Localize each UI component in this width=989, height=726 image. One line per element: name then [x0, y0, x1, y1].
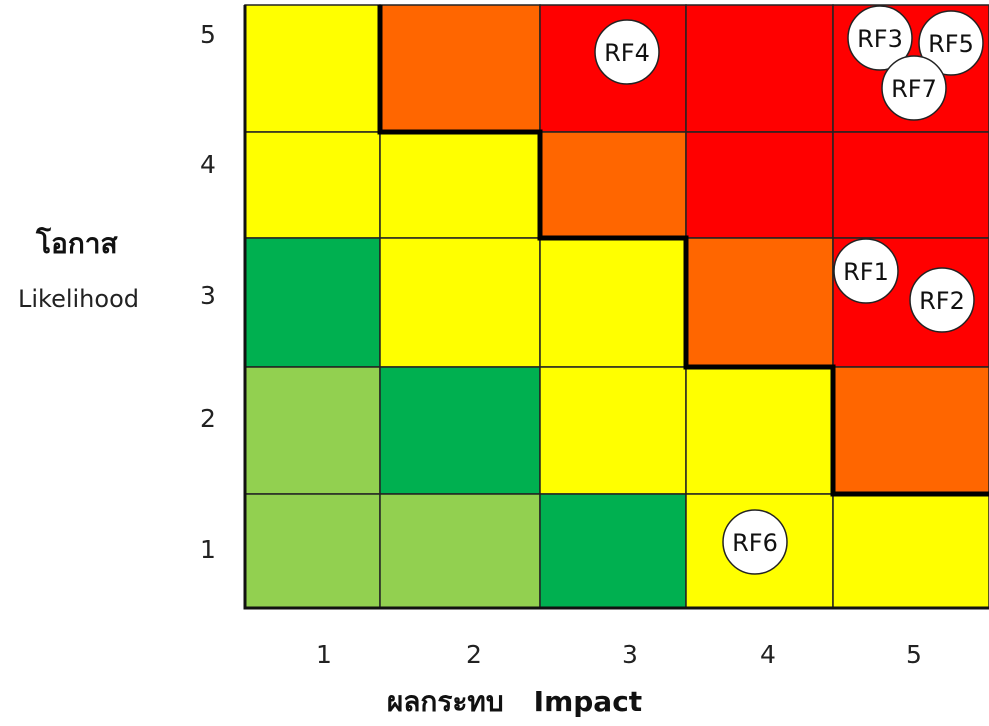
- risk-marker-rf3: RF3: [847, 5, 913, 71]
- matrix-cell-impact-5-likelihood-2: [832, 366, 989, 495]
- risk-marker-rf6: RF6: [722, 509, 788, 575]
- risk-threshold-boundary: [377, 5, 989, 497]
- risk-marker-rf1: RF1: [833, 238, 899, 304]
- matrix-cell-impact-2-likelihood-3: [379, 237, 541, 368]
- matrix-cell-impact-1-likelihood-5: [244, 4, 381, 133]
- risk-marker-label: RF2: [919, 287, 965, 315]
- risk-marker-rf4: RF4: [594, 19, 660, 85]
- matrix-cell-impact-4-likelihood-3: [685, 237, 834, 368]
- matrix-cell-impact-1-likelihood-2: [244, 366, 381, 495]
- matrix-axis-lines: [243, 5, 989, 610]
- matrix-cell-impact-4-likelihood-4: [685, 131, 834, 239]
- x-tick-2: 2: [466, 640, 482, 669]
- risk-marker-label: RF3: [857, 25, 903, 53]
- matrix-cell-impact-3-likelihood-3: [539, 237, 687, 368]
- matrix-cell-impact-3-likelihood-4: [539, 131, 687, 239]
- matrix-cell-impact-5-likelihood-1: [832, 493, 989, 609]
- risk-marker-rf2: RF2: [909, 267, 975, 333]
- matrix-cell-impact-4-likelihood-5: [685, 4, 834, 133]
- x-tick-1: 1: [316, 640, 332, 669]
- risk-marker-label: RF5: [928, 30, 974, 58]
- risk-marker-circle: [722, 509, 788, 575]
- risk-marker-label: RF6: [732, 529, 778, 557]
- risk-marker-rf5: RF5: [918, 10, 984, 76]
- x-tick-5: 5: [906, 640, 922, 669]
- risk-marker-circle: [881, 55, 947, 121]
- matrix-cell-impact-2-likelihood-1: [379, 493, 541, 609]
- matrix-cell-impact-4-likelihood-2: [685, 366, 834, 495]
- matrix-cell-impact-5-likelihood-4: [832, 131, 989, 239]
- y-tick-3: 3: [200, 281, 216, 310]
- risk-marker-circle: [909, 267, 975, 333]
- y-tick-5: 5: [200, 20, 216, 49]
- x-tick-3: 3: [622, 640, 638, 669]
- risk-marker-label: RF7: [891, 75, 937, 103]
- x-axis-title-thai: ผลกระทบ: [386, 685, 504, 718]
- matrix-cell-impact-2-likelihood-4: [379, 131, 541, 239]
- matrix-cell-impact-2-likelihood-5: [379, 4, 541, 133]
- matrix-cell-impact-2-likelihood-2: [379, 366, 541, 495]
- risk-marker-circle: [833, 238, 899, 304]
- x-axis-title-english: Impact: [533, 685, 643, 718]
- risk-marker-label: RF1: [843, 258, 889, 286]
- risk-marker-circle: [594, 19, 660, 85]
- risk-marker-label: RF4: [604, 39, 650, 67]
- risk-marker-circle: [847, 5, 913, 71]
- x-axis-title: ผลกระทบ Impact: [0, 680, 989, 724]
- y-tick-1: 1: [200, 535, 216, 564]
- matrix-cell-impact-3-likelihood-2: [539, 366, 687, 495]
- matrix-cell-impact-1-likelihood-3: [244, 237, 381, 368]
- x-tick-4: 4: [760, 640, 776, 669]
- matrix-cell-impact-1-likelihood-4: [244, 131, 381, 239]
- matrix-cell-impact-3-likelihood-1: [539, 493, 687, 609]
- y-axis-title-english: Likelihood: [18, 285, 139, 313]
- risk-marker-circle: [918, 10, 984, 76]
- matrix-cell-impact-1-likelihood-1: [244, 493, 381, 609]
- y-tick-2: 2: [200, 404, 216, 433]
- risk-marker-rf7: RF7: [881, 55, 947, 121]
- y-tick-4: 4: [200, 150, 216, 179]
- y-axis-title-thai: โอกาส: [36, 227, 118, 260]
